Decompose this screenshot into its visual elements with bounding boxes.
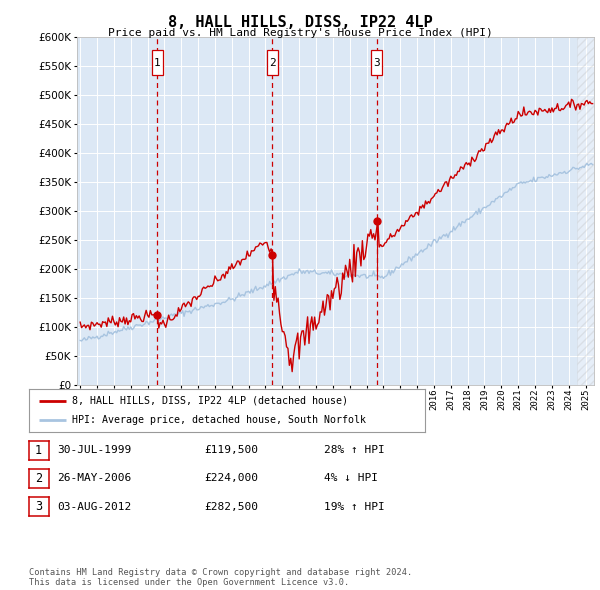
Text: 19% ↑ HPI: 19% ↑ HPI [324,502,385,512]
Bar [577,37,600,385]
Text: 8, HALL HILLS, DISS, IP22 4LP (detached house): 8, HALL HILLS, DISS, IP22 4LP (detached … [73,396,349,406]
Text: 1: 1 [154,58,161,68]
Text: £224,000: £224,000 [204,474,258,483]
Text: Contains HM Land Registry data © Crown copyright and database right 2024.
This d: Contains HM Land Registry data © Crown c… [29,568,412,587]
Text: Price paid vs. HM Land Registry's House Price Index (HPI): Price paid vs. HM Land Registry's House … [107,28,493,38]
Text: £282,500: £282,500 [204,502,258,512]
FancyBboxPatch shape [152,50,163,76]
Text: 2: 2 [269,58,275,68]
Text: 4% ↓ HPI: 4% ↓ HPI [324,474,378,483]
Text: 2: 2 [35,472,42,485]
Text: 26-MAY-2006: 26-MAY-2006 [57,474,131,483]
Text: 03-AUG-2012: 03-AUG-2012 [57,502,131,512]
Text: 3: 3 [35,500,42,513]
Text: 8, HALL HILLS, DISS, IP22 4LP: 8, HALL HILLS, DISS, IP22 4LP [167,15,433,30]
FancyBboxPatch shape [267,50,278,76]
Text: 1: 1 [35,444,42,457]
Text: HPI: Average price, detached house, South Norfolk: HPI: Average price, detached house, Sout… [73,415,367,425]
Text: 3: 3 [373,58,380,68]
FancyBboxPatch shape [371,50,382,76]
Text: £119,500: £119,500 [204,445,258,455]
Text: 30-JUL-1999: 30-JUL-1999 [57,445,131,455]
Text: 28% ↑ HPI: 28% ↑ HPI [324,445,385,455]
